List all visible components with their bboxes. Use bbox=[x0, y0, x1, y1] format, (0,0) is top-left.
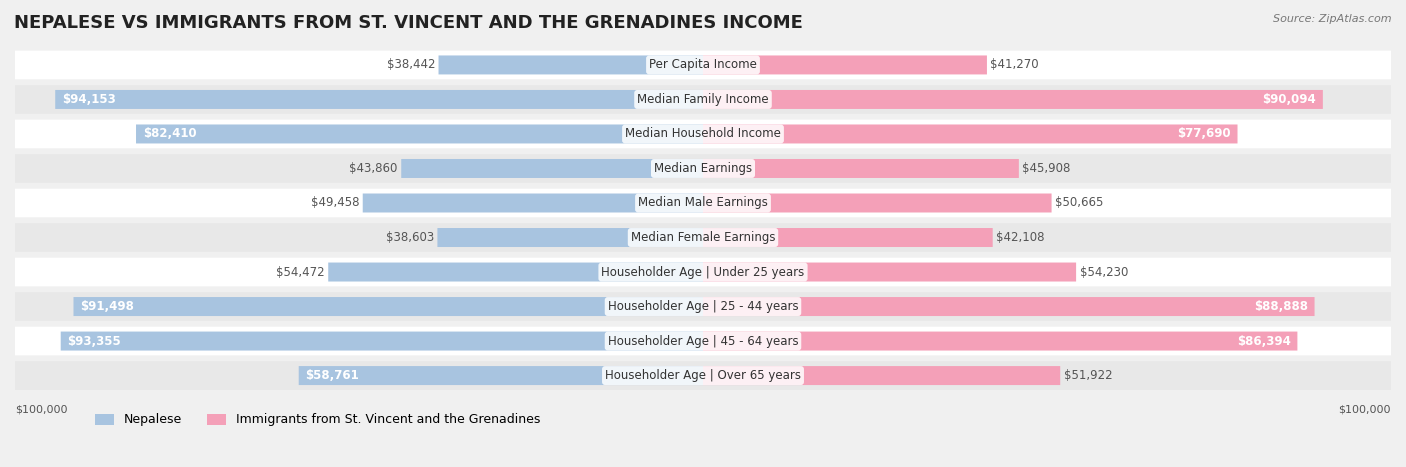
FancyBboxPatch shape bbox=[15, 361, 1391, 390]
FancyBboxPatch shape bbox=[703, 262, 1076, 282]
Text: $58,761: $58,761 bbox=[305, 369, 360, 382]
Text: Median Male Earnings: Median Male Earnings bbox=[638, 197, 768, 210]
Text: $90,094: $90,094 bbox=[1263, 93, 1316, 106]
FancyBboxPatch shape bbox=[15, 292, 1391, 321]
Text: $93,355: $93,355 bbox=[67, 334, 121, 347]
Text: $100,000: $100,000 bbox=[1339, 405, 1391, 415]
Text: Median Household Income: Median Household Income bbox=[626, 127, 780, 141]
Text: Median Family Income: Median Family Income bbox=[637, 93, 769, 106]
Text: Householder Age | Over 65 years: Householder Age | Over 65 years bbox=[605, 369, 801, 382]
Text: Per Capita Income: Per Capita Income bbox=[650, 58, 756, 71]
Text: $88,888: $88,888 bbox=[1254, 300, 1308, 313]
FancyBboxPatch shape bbox=[439, 56, 703, 74]
Text: $43,860: $43,860 bbox=[350, 162, 398, 175]
Text: $41,270: $41,270 bbox=[990, 58, 1039, 71]
Text: $51,922: $51,922 bbox=[1064, 369, 1112, 382]
FancyBboxPatch shape bbox=[15, 223, 1391, 252]
Text: $94,153: $94,153 bbox=[62, 93, 115, 106]
FancyBboxPatch shape bbox=[15, 327, 1391, 355]
Text: Median Female Earnings: Median Female Earnings bbox=[631, 231, 775, 244]
FancyBboxPatch shape bbox=[15, 189, 1391, 217]
Text: Median Earnings: Median Earnings bbox=[654, 162, 752, 175]
FancyBboxPatch shape bbox=[437, 228, 703, 247]
FancyBboxPatch shape bbox=[401, 159, 703, 178]
FancyBboxPatch shape bbox=[703, 125, 1237, 143]
Text: $45,908: $45,908 bbox=[1022, 162, 1070, 175]
Text: $54,472: $54,472 bbox=[276, 266, 325, 278]
Text: $54,230: $54,230 bbox=[1080, 266, 1128, 278]
FancyBboxPatch shape bbox=[298, 366, 703, 385]
Text: Householder Age | Under 25 years: Householder Age | Under 25 years bbox=[602, 266, 804, 278]
Text: $50,665: $50,665 bbox=[1054, 197, 1104, 210]
FancyBboxPatch shape bbox=[703, 193, 1052, 212]
FancyBboxPatch shape bbox=[55, 90, 703, 109]
Text: $38,442: $38,442 bbox=[387, 58, 434, 71]
FancyBboxPatch shape bbox=[703, 90, 1323, 109]
FancyBboxPatch shape bbox=[15, 85, 1391, 114]
Text: $91,498: $91,498 bbox=[80, 300, 134, 313]
Text: Source: ZipAtlas.com: Source: ZipAtlas.com bbox=[1274, 14, 1392, 24]
FancyBboxPatch shape bbox=[328, 262, 703, 282]
FancyBboxPatch shape bbox=[60, 332, 703, 351]
FancyBboxPatch shape bbox=[363, 193, 703, 212]
FancyBboxPatch shape bbox=[703, 297, 1315, 316]
FancyBboxPatch shape bbox=[15, 120, 1391, 149]
Text: $86,394: $86,394 bbox=[1237, 334, 1291, 347]
FancyBboxPatch shape bbox=[136, 125, 703, 143]
Legend: Nepalese, Immigrants from St. Vincent and the Grenadines: Nepalese, Immigrants from St. Vincent an… bbox=[90, 409, 546, 432]
Text: $77,690: $77,690 bbox=[1177, 127, 1230, 141]
Text: $42,108: $42,108 bbox=[995, 231, 1045, 244]
Text: $49,458: $49,458 bbox=[311, 197, 360, 210]
Text: NEPALESE VS IMMIGRANTS FROM ST. VINCENT AND THE GRENADINES INCOME: NEPALESE VS IMMIGRANTS FROM ST. VINCENT … bbox=[14, 14, 803, 32]
FancyBboxPatch shape bbox=[703, 56, 987, 74]
Text: $100,000: $100,000 bbox=[15, 405, 67, 415]
FancyBboxPatch shape bbox=[703, 159, 1019, 178]
Text: Householder Age | 25 - 44 years: Householder Age | 25 - 44 years bbox=[607, 300, 799, 313]
FancyBboxPatch shape bbox=[73, 297, 703, 316]
FancyBboxPatch shape bbox=[703, 332, 1298, 351]
FancyBboxPatch shape bbox=[703, 228, 993, 247]
Text: Householder Age | 45 - 64 years: Householder Age | 45 - 64 years bbox=[607, 334, 799, 347]
FancyBboxPatch shape bbox=[15, 154, 1391, 183]
FancyBboxPatch shape bbox=[703, 366, 1060, 385]
Text: $82,410: $82,410 bbox=[143, 127, 197, 141]
FancyBboxPatch shape bbox=[15, 258, 1391, 286]
FancyBboxPatch shape bbox=[15, 50, 1391, 79]
Text: $38,603: $38,603 bbox=[385, 231, 434, 244]
